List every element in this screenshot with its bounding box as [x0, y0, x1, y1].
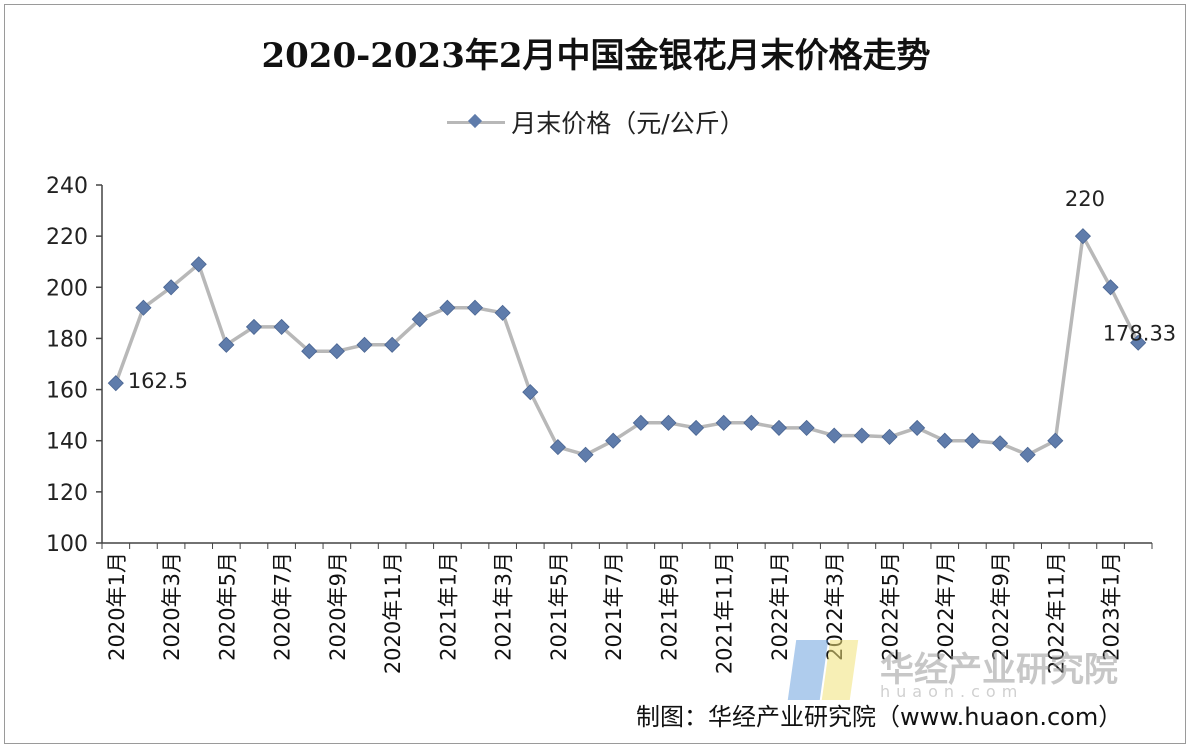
data-labels: 162.5 220 178.33 — [128, 187, 1176, 393]
y-tick-label: 200 — [46, 276, 88, 301]
x-tick-label: 2021年9月 — [657, 552, 681, 661]
data-point — [466, 299, 484, 316]
data-point — [909, 419, 926, 436]
y-tick-label: 180 — [46, 327, 88, 352]
data-point — [743, 414, 760, 431]
x-tick-label: 2022年1月 — [768, 552, 792, 661]
data-point — [384, 336, 401, 353]
x-tick-label: 2020年11月 — [381, 552, 405, 674]
watermark-text: 华经产业研究院 — [880, 650, 1118, 690]
y-tick-label: 120 — [46, 481, 88, 506]
axes — [101, 185, 1152, 544]
y-tick-label: 220 — [46, 225, 88, 250]
data-point — [163, 279, 180, 296]
data-point — [328, 343, 345, 360]
data-point — [798, 419, 815, 436]
legend: 月末价格（元/公斤） — [0, 104, 1192, 140]
legend-swatch — [447, 112, 506, 132]
data-point — [660, 414, 677, 431]
data-point — [522, 384, 539, 401]
data-point — [273, 318, 290, 335]
data-point — [107, 375, 124, 392]
source-credit: 制图：华经产业研究院（www.huaon.com） — [636, 703, 1123, 731]
data-point — [1019, 446, 1036, 463]
chart-title: 2020-2023年2月中国金银花月末价格走势 — [261, 36, 931, 76]
y-axis-ticks: 100 120 140 160 180 200 220 240 — [46, 174, 102, 557]
data-point — [1047, 432, 1064, 449]
data-point — [853, 427, 870, 444]
x-tick-label: 2021年3月 — [492, 552, 516, 661]
y-tick-label: 160 — [46, 379, 88, 404]
data-point — [135, 299, 152, 316]
data-point — [964, 432, 981, 449]
x-tick-label: 2022年7月 — [934, 552, 958, 661]
x-tick-label: 2021年11月 — [713, 552, 737, 674]
legend-label: 月末价格（元/公斤） — [511, 109, 745, 138]
y-tick-label: 140 — [46, 430, 88, 455]
data-point — [356, 336, 373, 353]
x-tick-label: 2023年1月 — [1100, 552, 1124, 661]
data-point — [190, 256, 207, 273]
data-point — [826, 427, 843, 444]
series-line-path — [114, 234, 1140, 457]
data-label: 162.5 — [128, 369, 188, 393]
x-axis-ticks: 2020年1月 2020年3月 2020年5月 2020年7月 2020年9月 2020年… — [101, 543, 1153, 674]
data-point — [494, 304, 511, 321]
x-tick-label: 2021年1月 — [436, 552, 460, 661]
data-point — [411, 311, 428, 328]
x-tick-label: 2020年1月 — [105, 552, 129, 661]
data-point — [245, 318, 263, 335]
data-point — [1074, 228, 1091, 245]
data-point — [218, 336, 235, 353]
data-point — [936, 432, 953, 449]
data-point — [715, 414, 732, 431]
data-point — [688, 419, 705, 436]
data-point — [577, 446, 594, 463]
x-tick-label: 2022年9月 — [989, 552, 1013, 661]
data-point — [549, 439, 566, 456]
chart-frame — [4, 4, 1186, 744]
data-point — [301, 343, 318, 360]
data-point — [605, 432, 622, 449]
data-point — [770, 419, 788, 436]
x-tick-label: 2020年7月 — [271, 552, 295, 661]
series-markers — [107, 228, 1147, 463]
data-label: 220 — [1065, 187, 1105, 211]
data-point — [881, 428, 898, 445]
y-tick-label: 100 — [46, 532, 88, 557]
x-tick-label: 2022年5月 — [879, 552, 903, 661]
series-line — [114, 234, 1140, 457]
x-tick-label: 2020年9月 — [326, 552, 350, 661]
x-tick-label: 2020年3月 — [160, 552, 184, 661]
y-tick-label: 240 — [46, 174, 88, 199]
x-tick-label: 2021年7月 — [602, 552, 626, 661]
x-tick-label: 2022年11月 — [1044, 552, 1068, 674]
data-point — [991, 435, 1009, 452]
data-label: 178.33 — [1103, 322, 1176, 346]
watermark-sub: huaon.com — [880, 682, 1024, 701]
x-tick-label: 2020年5月 — [215, 552, 239, 661]
data-point — [439, 299, 456, 316]
x-tick-label: 2021年5月 — [547, 552, 571, 661]
watermark-logo: 华经产业研究院 huaon.com — [787, 640, 1172, 704]
data-point — [1102, 279, 1119, 296]
data-point — [1130, 334, 1147, 351]
data-point — [632, 414, 649, 431]
